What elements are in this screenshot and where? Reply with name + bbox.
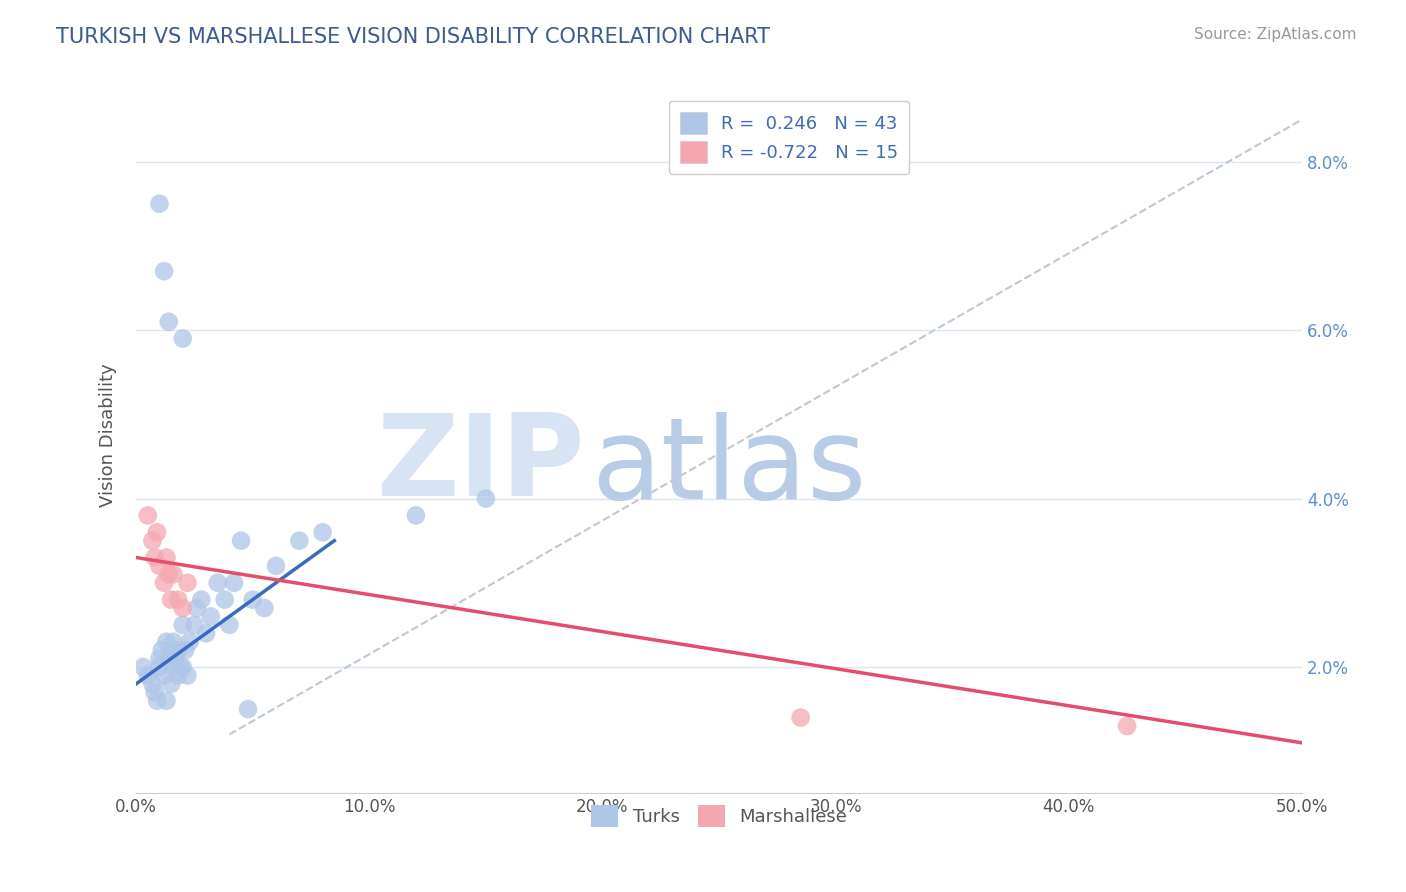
Point <box>162 660 184 674</box>
Point <box>150 643 173 657</box>
Text: Source: ZipAtlas.com: Source: ZipAtlas.com <box>1194 27 1357 42</box>
Point <box>229 533 252 548</box>
Point <box>155 634 177 648</box>
Point <box>148 651 170 665</box>
Point <box>172 601 194 615</box>
Y-axis label: Vision Disability: Vision Disability <box>100 364 117 508</box>
Point <box>157 315 180 329</box>
Point <box>143 550 166 565</box>
Point <box>153 668 176 682</box>
Point <box>132 660 155 674</box>
Text: ZIP: ZIP <box>377 409 585 519</box>
Point <box>311 525 333 540</box>
Point <box>136 668 159 682</box>
Point <box>172 660 194 674</box>
Point <box>148 558 170 573</box>
Point <box>172 618 194 632</box>
Point <box>153 264 176 278</box>
Point <box>253 601 276 615</box>
Point <box>200 609 222 624</box>
Text: atlas: atlas <box>591 412 866 523</box>
Point <box>190 592 212 607</box>
Point <box>167 592 190 607</box>
Point <box>162 634 184 648</box>
Point <box>207 575 229 590</box>
Point <box>214 592 236 607</box>
Point <box>160 643 183 657</box>
Point <box>242 592 264 607</box>
Point <box>162 567 184 582</box>
Point <box>141 533 163 548</box>
Point <box>186 601 208 615</box>
Point <box>146 694 169 708</box>
Point <box>148 660 170 674</box>
Point <box>174 643 197 657</box>
Point <box>475 491 498 506</box>
Point <box>167 668 190 682</box>
Legend: Turks, Marshallese: Turks, Marshallese <box>583 798 855 834</box>
Point <box>146 525 169 540</box>
Point <box>155 550 177 565</box>
Point <box>405 508 427 523</box>
Point <box>143 685 166 699</box>
Point <box>176 668 198 682</box>
Point <box>789 710 811 724</box>
Point <box>157 651 180 665</box>
Point <box>195 626 218 640</box>
Point <box>141 677 163 691</box>
Point <box>155 694 177 708</box>
Point <box>264 558 287 573</box>
Point <box>153 575 176 590</box>
Point <box>172 332 194 346</box>
Point <box>165 651 187 665</box>
Point <box>218 618 240 632</box>
Point <box>169 660 191 674</box>
Point <box>176 575 198 590</box>
Point <box>167 643 190 657</box>
Point <box>160 677 183 691</box>
Point <box>136 508 159 523</box>
Point <box>148 196 170 211</box>
Point <box>222 575 245 590</box>
Point <box>236 702 259 716</box>
Point <box>288 533 311 548</box>
Point <box>160 592 183 607</box>
Point <box>1116 719 1139 733</box>
Point <box>183 618 205 632</box>
Text: TURKISH VS MARSHALLESE VISION DISABILITY CORRELATION CHART: TURKISH VS MARSHALLESE VISION DISABILITY… <box>56 27 770 46</box>
Point <box>179 634 201 648</box>
Point <box>157 567 180 582</box>
